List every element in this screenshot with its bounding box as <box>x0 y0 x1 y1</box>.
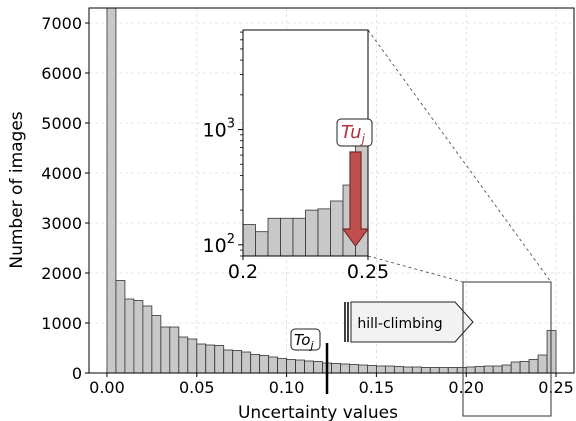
x-tick-label: 0.10 <box>269 378 305 397</box>
x-axis-label: Uncertainty values <box>238 403 398 421</box>
main-plot-frame <box>88 7 575 374</box>
histogram-bar <box>115 280 126 374</box>
tu-j-down-arrow <box>341 151 370 248</box>
histogram-bar <box>124 298 135 374</box>
y-tick-label: 2000 <box>41 264 82 283</box>
y-tick-label: 6000 <box>41 64 82 83</box>
to-j-label: Toj <box>294 331 315 352</box>
histogram-bar <box>384 365 395 374</box>
to-j-label-box <box>290 328 321 351</box>
histogram-bar <box>214 345 225 374</box>
inset-y-tick-label: 102 <box>203 232 235 257</box>
inset-log-histogram: 0.2 0.25 102 103 Tuj <box>203 29 389 283</box>
histogram-bar <box>133 300 144 374</box>
main-y-ticks: 0 1000 2000 3000 4000 5000 6000 7000 <box>41 14 89 383</box>
inset-ticks: 0.2 0.25 102 103 <box>203 31 389 283</box>
histogram-bar <box>268 356 279 374</box>
tu-j-label-box <box>336 118 373 147</box>
histogram-bar <box>546 330 557 374</box>
histogram-bar <box>250 354 261 374</box>
zoom-region-box <box>462 281 552 417</box>
histogram-bar <box>438 367 449 374</box>
y-tick-label: 4000 <box>41 164 82 183</box>
histogram-bar <box>331 363 341 374</box>
inset-bar <box>292 217 306 257</box>
histogram-bar <box>286 359 296 374</box>
histogram-bar <box>429 367 440 374</box>
histogram-bar <box>501 364 512 374</box>
histogram-bar <box>259 355 270 374</box>
inset-bar <box>280 217 294 257</box>
histogram-bar <box>465 366 476 374</box>
histogram-bar <box>223 349 234 374</box>
histogram-bar <box>142 305 153 374</box>
x-tick-label: 0.15 <box>359 378 395 397</box>
histogram-bar <box>169 326 180 374</box>
histogram-bar <box>376 365 386 374</box>
x-tick-label: 0.20 <box>448 378 484 397</box>
histogram-bar <box>537 354 548 374</box>
main-histogram: 0.00 0.05 0.10 0.15 0.20 0.25 0 1000 2000 3000 40… <box>7 7 575 421</box>
inset-x-tick-label: 0.25 <box>347 261 389 283</box>
y-tick-label: 7000 <box>41 14 82 33</box>
histogram-bar <box>510 361 521 374</box>
histogram-bar <box>483 365 494 374</box>
histogram-bar <box>196 343 207 374</box>
y-tick-label: 5000 <box>41 114 82 133</box>
main-x-ticks: 0.00 0.05 0.10 0.15 0.20 0.25 <box>89 373 574 397</box>
histogram-bar <box>492 365 503 374</box>
hill-climbing-label: hill-climbing <box>357 316 442 332</box>
histogram-bar <box>393 366 404 374</box>
histogram-bar <box>241 351 252 374</box>
histogram-bar <box>187 338 198 374</box>
to-j-annotation: Toj <box>290 328 329 394</box>
tu-j-label: Tuj <box>341 122 366 146</box>
histogram-bar <box>474 366 485 374</box>
histogram-bar <box>447 367 458 374</box>
histogram-bar <box>106 7 117 374</box>
x-tick-label: 0.00 <box>89 378 125 397</box>
histogram-bar <box>519 361 530 374</box>
histogram-bar <box>295 359 305 374</box>
histogram-bar <box>528 359 539 374</box>
inset-bar <box>317 208 331 257</box>
inset-bar <box>242 224 256 257</box>
histogram-bar <box>304 360 314 374</box>
histogram-bar <box>205 344 216 374</box>
histogram-bar <box>349 364 359 374</box>
histogram-bar <box>340 363 350 374</box>
inset-bar <box>267 217 281 257</box>
inset-bar <box>255 231 269 257</box>
histogram-bar <box>420 367 431 374</box>
histogram-bar <box>402 366 413 374</box>
histogram-bar <box>178 336 189 374</box>
y-tick-label: 0 <box>72 364 82 383</box>
inset-bar <box>330 200 344 257</box>
x-tick-label: 0.05 <box>179 378 215 397</box>
histogram-bar <box>160 326 171 374</box>
inset-y-tick-label: 103 <box>203 117 235 142</box>
y-tick-label: 3000 <box>41 214 82 233</box>
histogram-bar <box>411 366 422 374</box>
histogram-bar <box>151 315 162 374</box>
zoom-connector-bottom <box>367 255 464 283</box>
hill-climbing-shape <box>350 301 474 343</box>
histogram-bar <box>358 364 368 374</box>
y-tick-label: 1000 <box>41 314 82 333</box>
main-bars <box>106 7 557 374</box>
inset-x-tick-label: 0.2 <box>228 261 258 283</box>
histogram-bar <box>456 367 467 374</box>
x-tick-label: 0.25 <box>538 378 574 397</box>
histogram-bar <box>277 358 287 374</box>
inset-bar <box>305 209 319 257</box>
histogram-bar <box>232 350 243 374</box>
y-axis-label: Number of images <box>7 111 27 268</box>
zoom-connector-top <box>367 29 552 283</box>
histogram-bar <box>313 361 323 374</box>
hill-climbing-arrow: hill-climbing <box>344 301 474 343</box>
histogram-bar <box>367 365 377 374</box>
